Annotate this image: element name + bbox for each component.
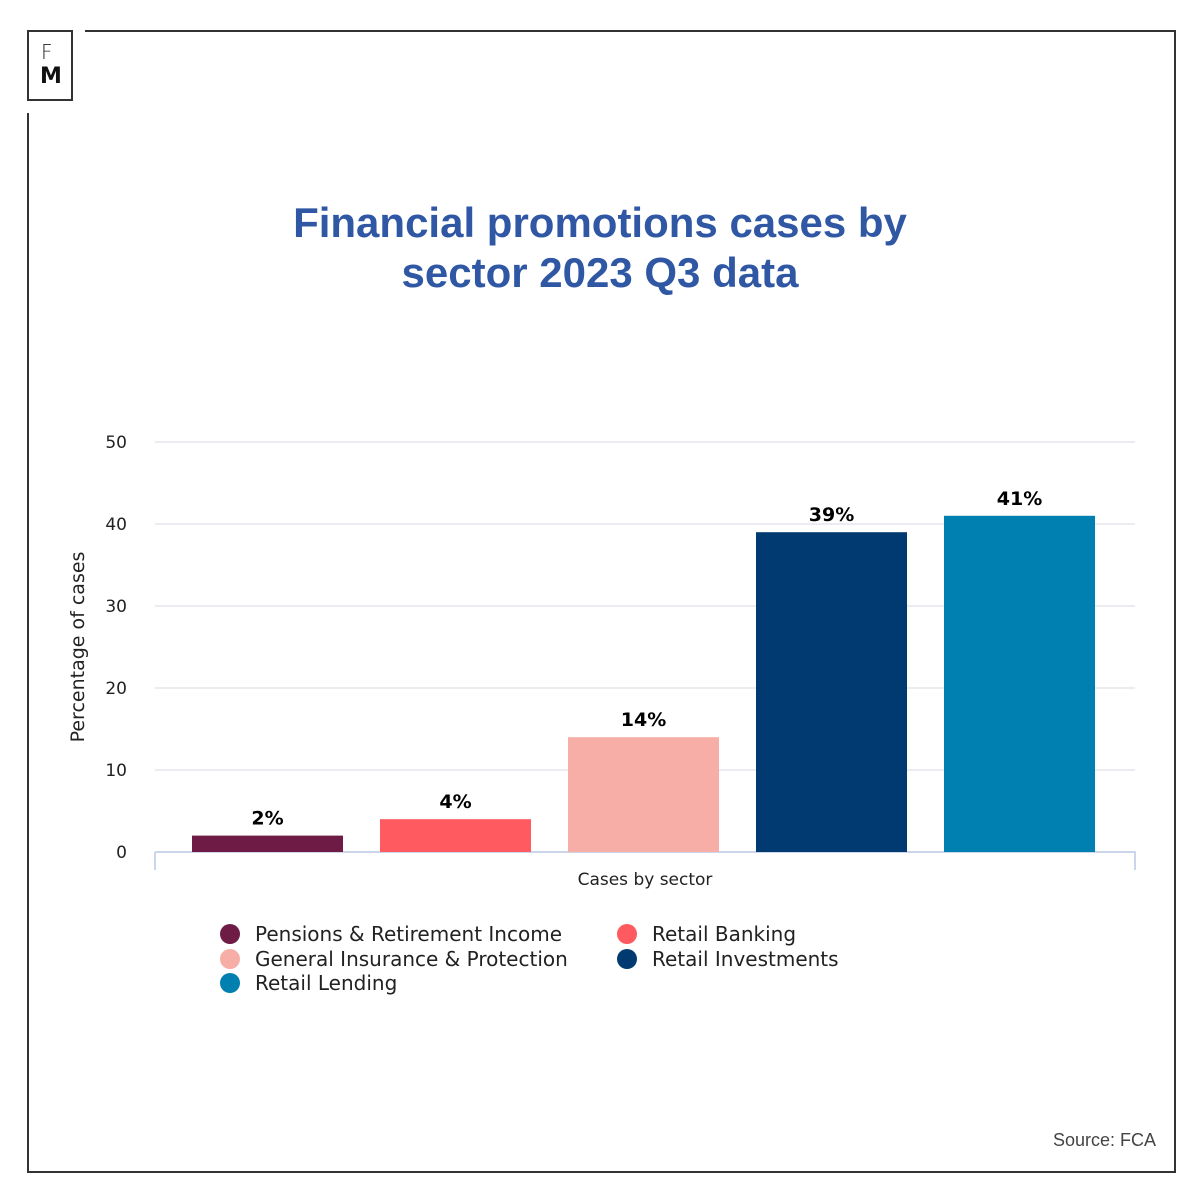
y-tick-label: 0 bbox=[116, 843, 127, 863]
data-label: 39% bbox=[809, 504, 854, 526]
chart-title: Financial promotions cases by sector 202… bbox=[0, 198, 1200, 298]
y-tick-label: 10 bbox=[105, 761, 127, 781]
legend-label: Pensions & Retirement Income bbox=[255, 922, 562, 947]
logo-letter-m: M bbox=[40, 64, 62, 89]
legend-label: Retail Banking bbox=[652, 922, 797, 947]
legend-item[interactable]: Retail Banking bbox=[617, 922, 877, 947]
legend-item[interactable]: Pensions & Retirement Income bbox=[220, 922, 617, 947]
legend-item[interactable]: Retail Lending bbox=[220, 971, 617, 996]
y-tick-label: 30 bbox=[105, 597, 127, 617]
legend-item[interactable]: Retail Investments bbox=[617, 947, 877, 972]
fm-logo: F M bbox=[27, 30, 73, 101]
bar-2 bbox=[380, 819, 531, 852]
data-label: 14% bbox=[621, 709, 666, 731]
logo-letter-f: F bbox=[41, 40, 53, 64]
chart-legend: Pensions & Retirement Income Retail Banki… bbox=[220, 922, 877, 996]
data-label: 4% bbox=[439, 791, 471, 813]
legend-dot-icon bbox=[220, 973, 240, 994]
frame-border-bottom bbox=[27, 1171, 1176, 1173]
legend-dot-icon bbox=[220, 948, 240, 969]
data-label: 2% bbox=[251, 808, 283, 830]
chart-title-line-1: Financial promotions cases by bbox=[293, 199, 907, 246]
source-note: Source: FCA bbox=[1052, 1130, 1156, 1150]
legend-label: Retail Investments bbox=[652, 946, 839, 971]
frame-border-left bbox=[27, 113, 29, 1173]
bar-4 bbox=[756, 532, 907, 852]
y-axis-title: Percentage of cases bbox=[67, 552, 89, 743]
frame-border-right bbox=[1174, 30, 1176, 1173]
x-axis-title: Cases by sector bbox=[578, 870, 713, 890]
legend-dot-icon bbox=[617, 948, 637, 969]
y-tick-label: 50 bbox=[105, 433, 127, 453]
legend-dot-icon bbox=[617, 924, 637, 945]
chart-title-line-2: sector 2023 Q3 data bbox=[401, 249, 799, 296]
bar-3 bbox=[568, 737, 719, 852]
legend-dot-icon bbox=[220, 924, 240, 945]
y-tick-label: 40 bbox=[105, 515, 127, 535]
legend-item[interactable]: General Insurance & Protection bbox=[220, 947, 617, 972]
data-label: 41% bbox=[997, 488, 1042, 510]
legend-label: Retail Lending bbox=[255, 971, 398, 996]
y-tick-label: 20 bbox=[105, 679, 127, 699]
bar-5 bbox=[944, 515, 1095, 852]
frame-border-top bbox=[85, 30, 1176, 32]
legend-label: General Insurance & Protection bbox=[255, 946, 568, 971]
bar-1 bbox=[192, 835, 343, 852]
